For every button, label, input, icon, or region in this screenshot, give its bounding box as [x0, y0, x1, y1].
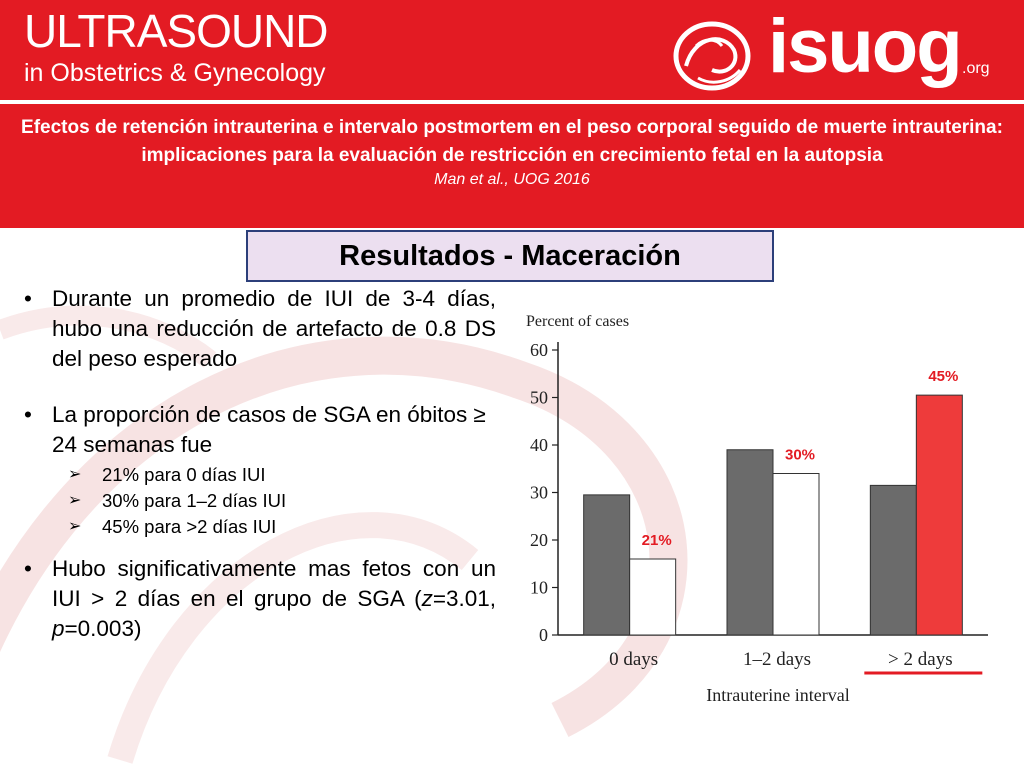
- section-title: Resultados - Maceración: [339, 240, 681, 272]
- bar-gray: [726, 449, 774, 636]
- x-tick-label: 0 days: [609, 649, 658, 670]
- paper-citation: Man et al., UOG 2016: [434, 171, 590, 188]
- bar-white: [915, 394, 963, 636]
- bullet-text: La proporción de casos de SGA en óbitos …: [52, 402, 486, 457]
- isuog-swirl-icon: [673, 21, 751, 91]
- bullet-list: • Durante un promedio de IUI de 3-4 días…: [20, 284, 496, 658]
- bar-white: [629, 558, 677, 636]
- bullet-dot: •: [24, 286, 32, 311]
- sub-bullet-text: 21% para 0 días IUI: [102, 464, 266, 485]
- sub-bullet-item: ➢ 45% para >2 días IUI: [52, 514, 496, 540]
- y-tick-label: 0: [539, 625, 548, 645]
- data-label: 21%: [642, 532, 672, 549]
- bar-gray: [583, 494, 631, 636]
- bullet-text: Durante un promedio de IUI de 3-4 días, …: [52, 286, 496, 371]
- p-symbol: p: [52, 616, 65, 641]
- x-axis-label: Intrauterine interval: [706, 685, 849, 705]
- journal-title: ULTRASOUND: [24, 5, 329, 57]
- bullet-dot: •: [24, 556, 32, 581]
- paper-title-band: Efectos de retención intrauterina e inte…: [0, 104, 1024, 228]
- sub-bullet-item: ➢ 30% para 1–2 días IUI: [52, 488, 496, 514]
- arrow-bullet-icon: ➢: [68, 466, 82, 483]
- header-divider: [0, 100, 1024, 104]
- sub-bullet-text: 45% para >2 días IUI: [102, 516, 277, 537]
- sub-bullet-item: ➢ 21% para 0 días IUI: [52, 462, 496, 488]
- chart-container: Percent of cases 0 10 20 30 40 50 60 21% 0 days 30…: [508, 290, 1008, 710]
- data-label: 30%: [785, 447, 815, 464]
- bullet-dot: •: [24, 402, 32, 427]
- bullet-item: • La proporción de casos de SGA en óbito…: [20, 400, 496, 540]
- y-tick-label: 30: [530, 483, 548, 503]
- arrow-bullet-icon: ➢: [68, 492, 82, 509]
- y-tick-label: 50: [530, 388, 548, 408]
- sub-bullet-text: 30% para 1–2 días IUI: [102, 490, 287, 511]
- z-symbol: z: [421, 586, 433, 611]
- journal-header: ULTRASOUND in Obstetrics & Gynecology is…: [0, 0, 1024, 100]
- bullet-item: • Hubo significativamente mas fetos con …: [20, 554, 496, 644]
- y-tick-label: 20: [530, 530, 548, 550]
- isuog-logo-suffix: .org: [962, 60, 990, 77]
- bullet-text-part: =0.003): [64, 616, 142, 641]
- data-label: 45%: [928, 368, 958, 385]
- y-tick-label: 60: [530, 340, 548, 360]
- bar-gray: [869, 484, 917, 636]
- y-tick-label: 40: [530, 435, 548, 455]
- bullet-text-part: =3.01,: [432, 586, 496, 611]
- y-tick-label: 10: [530, 578, 548, 598]
- y-axis-label: Percent of cases: [526, 313, 629, 330]
- arrow-bullet-icon: ➢: [68, 518, 82, 535]
- paper-title: Efectos de retención intrauterina e inte…: [21, 117, 1003, 166]
- sub-bullet-list: ➢ 21% para 0 días IUI ➢ 30% para 1–2 día…: [52, 462, 496, 540]
- bar-white: [772, 473, 820, 636]
- section-title-box: Resultados - Maceración: [246, 230, 774, 282]
- isuog-logo-text: isuog: [768, 4, 963, 89]
- bullet-text-part: Hubo significativamente mas fetos con un…: [52, 556, 496, 611]
- x-tick-label: > 2 days: [888, 649, 953, 670]
- journal-subtitle: in Obstetrics & Gynecology: [24, 59, 326, 87]
- bullet-item: • Durante un promedio de IUI de 3-4 días…: [20, 284, 496, 374]
- bar-chart: Percent of cases 0 10 20 30 40 50 60 21% 0 days 30…: [526, 313, 988, 705]
- x-tick-label: 1–2 days: [743, 649, 811, 670]
